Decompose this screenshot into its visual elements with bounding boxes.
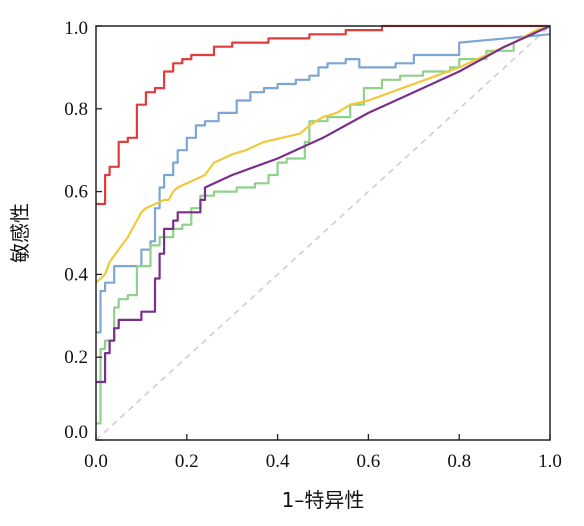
y-tick-label: 0.8 bbox=[64, 99, 88, 120]
y-tick-label: 1.0 bbox=[64, 18, 88, 39]
reference-diagonal-layer bbox=[95, 25, 551, 441]
x-tick-label: 0.0 bbox=[84, 451, 108, 472]
series-line-3 bbox=[96, 24, 551, 425]
y-tick-label: 0.6 bbox=[64, 182, 88, 203]
y-tick-label: 0.2 bbox=[64, 347, 88, 368]
series-line-5 bbox=[96, 24, 551, 384]
x-axis-label: 1–特异性 bbox=[282, 488, 365, 512]
x-tick-label: 0.8 bbox=[447, 451, 471, 472]
y-tick-label: 0.0 bbox=[64, 422, 88, 443]
tick-layer: 0.0 0.2 0.4 0.6 0.8 1.0 0.0 0.2 0.4 0.6 0.8 1.0 bbox=[64, 18, 562, 472]
x-tick-label: 1.0 bbox=[538, 451, 562, 472]
series-layer bbox=[95, 24, 551, 425]
y-axis-label: 敏感性 bbox=[8, 203, 32, 263]
x-tick-label: 0.4 bbox=[266, 451, 290, 472]
y-tick-label: 0.4 bbox=[64, 264, 88, 285]
x-tick-label: 0.6 bbox=[357, 451, 381, 472]
x-tick-label: 0.2 bbox=[175, 451, 199, 472]
series-line-4 bbox=[95, 24, 551, 284]
plot-frame bbox=[95, 25, 551, 441]
reference-diagonal-line bbox=[95, 25, 551, 441]
series-line-1 bbox=[96, 24, 550, 206]
